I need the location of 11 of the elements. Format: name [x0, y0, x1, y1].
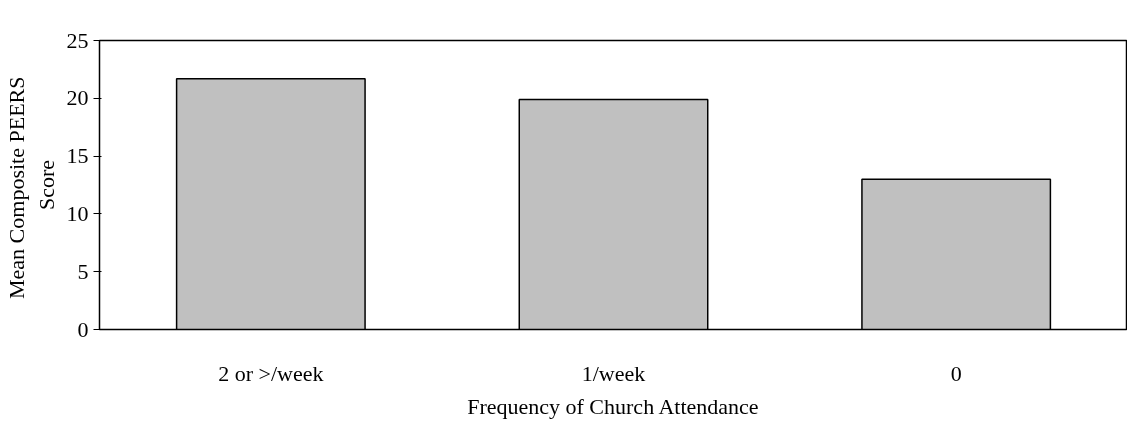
x-tick-label: 2 or >/week: [218, 360, 324, 386]
y-tick-label: 25: [66, 27, 89, 53]
y-tick-label: 10: [66, 200, 89, 226]
y-tick-label: 15: [66, 143, 89, 169]
y-tick-label: 5: [77, 258, 89, 284]
y-tick-label: 20: [66, 85, 89, 111]
x-tick-label: 1/week: [581, 360, 646, 386]
x-tick-label: 0: [950, 360, 962, 386]
y-tick-label: 0: [77, 316, 89, 342]
y-axis-title: Mean Composite PEERS Score: [3, 76, 59, 299]
x-axis-title: Frequency of Church Attendance: [467, 393, 759, 419]
